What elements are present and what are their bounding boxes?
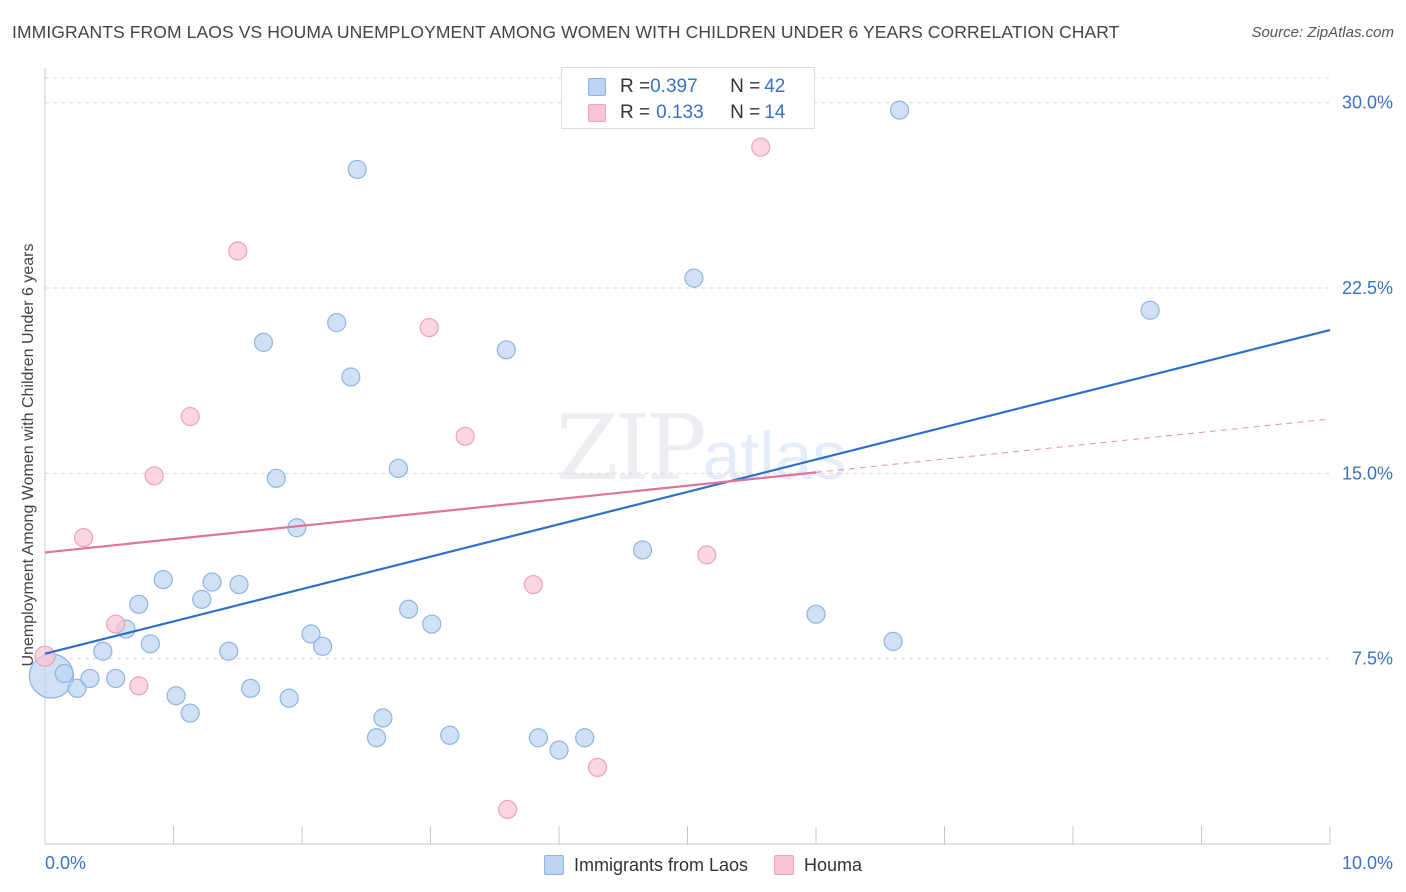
houma-point <box>180 406 200 427</box>
laos-point <box>883 631 903 651</box>
houma-point <box>587 757 608 778</box>
laos-point <box>388 458 408 479</box>
laos-point <box>399 599 419 619</box>
laos-point <box>106 668 126 689</box>
legend-swatch-houma <box>588 104 606 122</box>
legend-swatch-laos <box>588 78 606 96</box>
laos-point <box>347 159 367 180</box>
series-label-houma: Houma <box>804 854 863 875</box>
laos-point <box>312 636 333 656</box>
laos-point <box>80 668 100 689</box>
houma-point <box>419 317 439 338</box>
laos-point <box>253 332 274 352</box>
series-swatch-houma <box>774 855 795 875</box>
houma-point <box>751 137 771 157</box>
y-tick-label: 30.0% <box>1342 93 1393 113</box>
laos-point <box>266 468 286 488</box>
laos-point <box>549 740 569 760</box>
legend-n-label: N = <box>730 102 761 123</box>
axes <box>44 68 1331 845</box>
laos-point <box>301 624 321 644</box>
series-legend-houma: Houma <box>774 855 862 876</box>
laos-point <box>129 594 149 614</box>
houma-point <box>523 574 543 595</box>
laos-point <box>1140 300 1160 320</box>
laos-point <box>373 708 393 728</box>
trend-line-0 <box>44 328 1331 655</box>
laos-point <box>180 703 200 723</box>
y-tick-label: 15.0% <box>1342 463 1393 483</box>
laos-point <box>889 100 910 120</box>
laos-point <box>202 572 222 592</box>
series-legend-laos: Immigrants from Laos <box>543 854 749 876</box>
x-tick-label: 0.0% <box>45 853 86 873</box>
laos-point <box>440 725 460 745</box>
series-swatch-laos <box>543 855 564 875</box>
laos-point <box>93 641 113 661</box>
houma-point <box>106 614 126 634</box>
legend-r-label: R = <box>620 102 651 123</box>
houma-point <box>498 799 518 820</box>
legend-row-laos: R = 0.397 N = 42 <box>588 75 785 99</box>
laos-point <box>192 589 212 609</box>
watermark: ZIPatlas <box>556 404 846 494</box>
watermark-zip: ZIP <box>556 396 707 501</box>
watermark-atlas: atlas <box>702 418 847 494</box>
chart-title: IMMIGRANTS FROM LAOS VS HOUMA UNEMPLOYME… <box>12 22 1120 42</box>
legend-n-value: 42 <box>764 76 786 97</box>
laos-point <box>327 313 347 333</box>
laos-point <box>153 570 173 590</box>
y-tick-label: 22.5% <box>1342 278 1393 298</box>
houma-point <box>228 241 248 261</box>
laos-point <box>632 540 653 560</box>
legend-n-label: N = <box>730 76 761 97</box>
trend-lines <box>44 328 1331 655</box>
gridlines <box>45 77 1330 660</box>
legend-r-value: 0.133 <box>656 102 704 123</box>
legend-r-label: R = <box>620 76 651 97</box>
laos-point <box>279 688 299 708</box>
laos-point <box>806 604 826 624</box>
laos-point <box>684 268 704 288</box>
series-legend: Immigrants from Laos Houma <box>0 852 1406 878</box>
trend-line-1 <box>44 471 817 554</box>
y-tick-label: 7.5% <box>1352 649 1393 669</box>
houma-point <box>697 545 717 565</box>
laos-point <box>229 574 249 595</box>
legend-r-value: 0.397 <box>650 76 698 97</box>
laos-point <box>496 340 516 360</box>
source-credit: Source: ZipAtlas.com <box>1251 24 1394 41</box>
laos-point <box>54 663 74 684</box>
laos-point <box>575 728 595 748</box>
houma-point <box>144 466 164 486</box>
series-label-laos: Immigrants from Laos <box>573 854 749 875</box>
legend-n-value: 14 <box>764 102 786 123</box>
laos-point <box>341 367 361 387</box>
data-points <box>28 100 1160 820</box>
tick-labels: 7.5% 15.0% 22.5% 30.0% 0.0% 10.0% <box>45 93 1393 873</box>
laos-point <box>241 678 261 698</box>
houma-point <box>129 676 149 696</box>
laos-point <box>219 641 239 661</box>
laos-point <box>528 728 549 748</box>
houma-point <box>73 527 94 548</box>
legend-row-houma: R = 0.133 N = 14 <box>588 101 785 125</box>
trend-line-extension-1 <box>815 418 1331 473</box>
houma-point <box>455 426 475 446</box>
laos-point <box>166 686 186 706</box>
x-tick-label: 10.0% <box>1342 853 1393 873</box>
houma-point <box>34 645 56 667</box>
laos-point <box>67 678 87 698</box>
correlation-legend: R = 0.397 N = 42 R = 0.133 N = 14 <box>561 67 815 129</box>
laos-point <box>366 728 387 748</box>
laos-point <box>140 634 160 654</box>
laos-point <box>422 614 442 634</box>
